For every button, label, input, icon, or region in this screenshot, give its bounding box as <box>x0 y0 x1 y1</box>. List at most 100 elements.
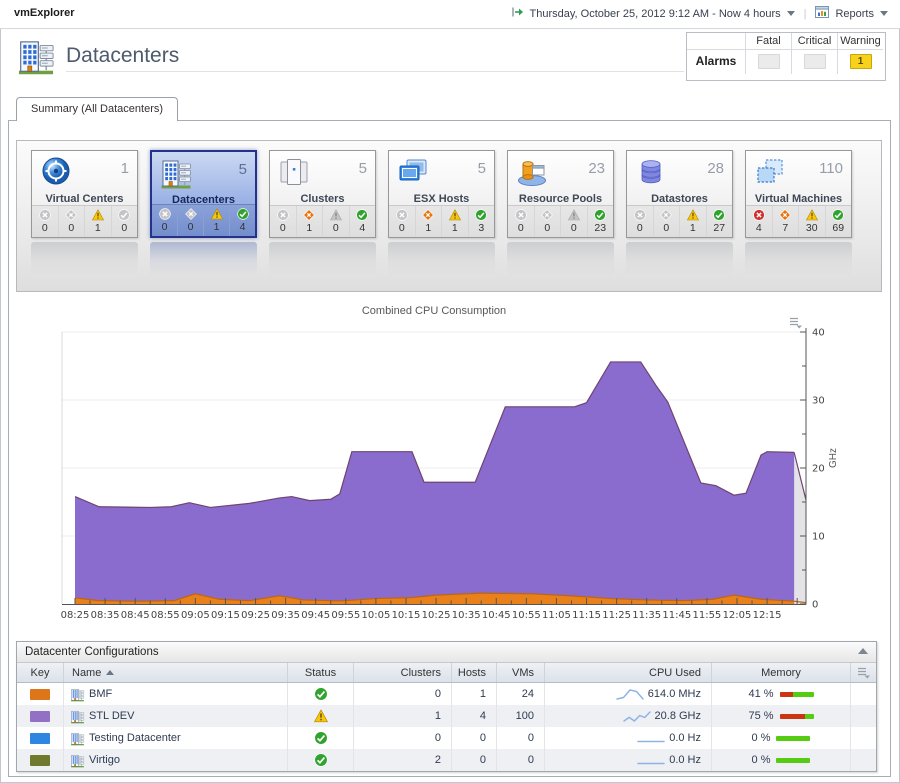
reports-button[interactable]: Reports <box>835 7 874 20</box>
tile-virtual-machines[interactable]: 110 Virtual Machines 4 7 30 69 <box>745 150 852 238</box>
column-header-vms[interactable]: VMs <box>497 663 545 682</box>
normal-icon <box>236 208 249 220</box>
status-fatal[interactable]: 0 <box>32 206 58 237</box>
tile-esx-hosts[interactable]: 5 ESX Hosts 0 1 1 3 <box>388 150 495 238</box>
time-range-caret-icon[interactable] <box>786 11 795 16</box>
esx-hosts-icon <box>396 155 430 194</box>
cell: 1 <box>452 683 497 705</box>
status-fatal[interactable]: 4 <box>746 206 772 237</box>
warning-icon <box>329 209 342 221</box>
status-warning[interactable]: 1 <box>441 206 468 237</box>
datacenter-name[interactable]: Testing Datacenter <box>89 732 181 744</box>
tile-label: Clusters <box>300 193 345 205</box>
critical-icon <box>184 208 197 220</box>
vms-value: 100 <box>515 710 534 722</box>
cell: 41 % <box>712 683 851 705</box>
column-header-hosts[interactable]: Hosts <box>452 663 497 682</box>
tile-datacenters[interactable]: 5 Datacenters 0 0 1 4 <box>150 150 257 238</box>
status-fatal[interactable]: 0 <box>508 206 534 237</box>
x-tick-label: 11:55 <box>692 610 721 621</box>
cell: STL DEV <box>64 705 288 727</box>
cell: 100 <box>497 705 545 727</box>
datacenter-name[interactable]: Virtigo <box>89 754 120 766</box>
chart-menu-icon[interactable] <box>789 316 805 330</box>
reports-caret-icon[interactable] <box>880 11 888 16</box>
tile-status-row: 0 0 1 27 <box>627 205 732 237</box>
table-menu-icon[interactable] <box>851 663 876 682</box>
status-critical[interactable]: 0 <box>533 206 561 237</box>
status-normal[interactable]: 4 <box>229 205 255 236</box>
normal-icon <box>832 209 844 221</box>
alarms-fatal-cell[interactable] <box>745 50 791 74</box>
status-critical[interactable]: 1 <box>414 206 442 237</box>
status-fatal[interactable]: 0 <box>270 206 296 237</box>
alarms-fatal-value[interactable] <box>757 54 780 69</box>
status-count: 0 <box>121 222 128 234</box>
datacenter-mini-icon <box>70 731 85 746</box>
status-fatal[interactable]: 0 <box>627 206 653 237</box>
tab-summary-all-datacenters[interactable]: Summary (All Datacenters) <box>16 97 179 121</box>
cell <box>851 705 876 727</box>
tile-resource-pools[interactable]: 23 Resource Pools 0 0 0 23 <box>507 150 614 238</box>
column-header-clusters[interactable]: Clusters <box>354 663 452 682</box>
column-header-key[interactable]: Key <box>17 663 64 682</box>
status-critical[interactable]: 0 <box>177 205 203 236</box>
tile-virtual-centers[interactable]: 1 Virtual Centers 0 0 1 0 <box>31 150 138 238</box>
status-fatal[interactable]: 0 <box>152 205 177 236</box>
status-normal[interactable]: 69 <box>824 206 852 237</box>
x-tick-label: 10:15 <box>392 610 421 621</box>
status-count: 0 <box>332 222 339 234</box>
memory-value: 0 % <box>751 732 771 744</box>
status-critical[interactable]: 1 <box>295 206 323 237</box>
table-row-virtigo[interactable]: Virtigo 2 0 0 0.0 Hz 0 % <box>17 749 876 771</box>
datacenter-name[interactable]: BMF <box>89 688 113 700</box>
tile-clusters[interactable]: 5 Clusters 0 1 0 4 <box>269 150 376 238</box>
column-header-memory[interactable]: Memory <box>712 663 851 682</box>
status-normal[interactable]: 4 <box>348 206 376 237</box>
column-label: Hosts <box>457 666 486 679</box>
column-header-status[interactable]: Status <box>288 663 354 682</box>
tile-status-row: 0 0 1 0 <box>32 205 137 237</box>
tile-top: 28 <box>627 151 732 191</box>
status-warning[interactable]: 1 <box>203 205 229 236</box>
alarms-warning-value[interactable]: 1 <box>849 54 872 69</box>
status-normal[interactable]: 23 <box>586 206 614 237</box>
alarms-critical-value[interactable] <box>803 54 826 69</box>
status-warning[interactable]: 1 <box>84 206 111 237</box>
status-warning[interactable]: 30 <box>798 206 825 237</box>
column-header-name[interactable]: Name <box>64 663 288 682</box>
status-warning[interactable]: 1 <box>679 206 706 237</box>
cell: 0 <box>452 749 497 771</box>
status-count: 0 <box>279 222 286 234</box>
table-row-stl-dev[interactable]: STL DEV 1 4 100 20.8 GHz 75 % <box>17 705 876 727</box>
status-critical[interactable]: 7 <box>771 206 799 237</box>
alarms-warning-cell[interactable]: 1 <box>837 50 883 74</box>
status-fatal[interactable]: 0 <box>389 206 415 237</box>
x-tick-label: 08:35 <box>91 610 120 621</box>
time-range-label[interactable]: Thursday, October 25, 2012 9:12 AM - Now… <box>529 7 781 20</box>
alarms-critical-cell[interactable] <box>791 50 837 74</box>
status-critical[interactable]: 0 <box>652 206 680 237</box>
memory-bar <box>776 735 811 741</box>
combined-cpu-lower-line <box>74 592 795 602</box>
vms-value: 24 <box>521 688 534 700</box>
status-normal[interactable]: 3 <box>467 206 495 237</box>
table-row-bmf[interactable]: BMF 0 1 24 614.0 MHz 41 % <box>17 683 876 705</box>
status-critical[interactable]: 0 <box>57 206 85 237</box>
alarms-corner-cell <box>687 33 745 50</box>
tile-label: ESX Hosts <box>413 193 470 205</box>
x-tick-label: 08:45 <box>121 610 150 621</box>
status-warning[interactable]: 0 <box>560 206 587 237</box>
collapse-panel-icon[interactable] <box>858 648 868 654</box>
table-row-testing-datacenter[interactable]: Testing Datacenter 0 0 0 0.0 Hz 0 % <box>17 727 876 749</box>
status-count: 69 <box>832 222 845 234</box>
chart-title: Combined CPU Consumption <box>361 305 507 317</box>
panel-title-bar: Datacenter Configurations <box>17 642 876 663</box>
column-header-cpu-used[interactable]: CPU Used <box>545 663 712 682</box>
status-normal[interactable]: 27 <box>705 206 733 237</box>
tile-datastores[interactable]: 28 Datastores 0 0 1 27 <box>626 150 733 238</box>
status-warning[interactable]: 0 <box>322 206 349 237</box>
status-normal[interactable]: 0 <box>110 206 138 237</box>
datacenter-name[interactable]: STL DEV <box>89 710 135 722</box>
tile-status-row: 4 7 30 69 <box>746 205 851 237</box>
